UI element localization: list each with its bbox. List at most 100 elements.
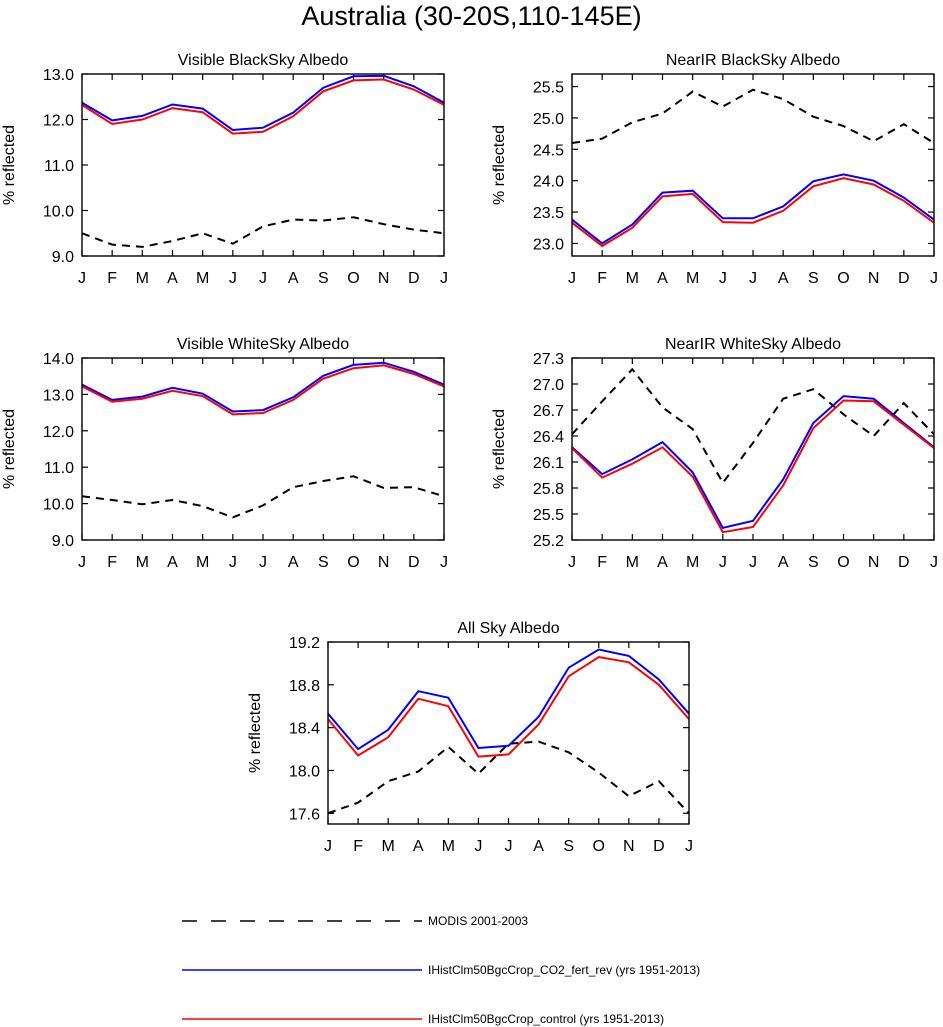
- x-tick-label: J: [324, 838, 332, 855]
- series-line-control: [82, 78, 444, 135]
- y-tick-label: 25.2: [533, 533, 564, 550]
- y-axis-label: % reflected: [1, 125, 18, 205]
- y-tick-label: 13.0: [43, 387, 74, 404]
- series-line-modis: [82, 475, 444, 519]
- x-tick-label: J: [78, 270, 86, 287]
- x-tick-label: J: [440, 270, 448, 287]
- x-tick-label: S: [318, 554, 329, 571]
- y-tick-label: 9.0: [52, 249, 74, 266]
- x-tick-label: M: [136, 270, 149, 287]
- y-tick-label: 26.7: [533, 403, 564, 420]
- x-tick-label: J: [229, 270, 237, 287]
- y-tick-label: 23.0: [533, 236, 564, 253]
- x-tick-label: J: [685, 838, 693, 855]
- y-axis-label: % reflected: [491, 409, 508, 489]
- y-tick-label: 12.0: [43, 424, 74, 441]
- y-tick-label: 27.3: [533, 351, 564, 368]
- chart-panel-2: NearIR BlackSky Albedo % reflected J F M A M J J…: [491, 52, 938, 287]
- legend-label: IHistClm50BgcCrop_CO2_fert_rev (yrs 1951…: [428, 963, 700, 977]
- series-line-co2-fert-rev: [82, 361, 444, 413]
- x-tick-label: D: [898, 554, 910, 571]
- legend: MODIS 2001-2003 IHistClm50BgcCrop_CO2_fer…: [182, 914, 700, 1026]
- legend-label: MODIS 2001-2003: [428, 914, 528, 928]
- series-line-control: [82, 364, 444, 416]
- x-tick-label: A: [288, 554, 299, 571]
- x-tick-label: M: [382, 838, 395, 855]
- page-title: Australia (30-20S,110-145E): [301, 1, 642, 31]
- x-tick-label: A: [288, 270, 299, 287]
- x-tick-label: F: [107, 270, 117, 287]
- legend-label: IHistClm50BgcCrop_control (yrs 1951-2013…: [428, 1012, 664, 1026]
- x-tick-label: J: [719, 270, 727, 287]
- x-tick-label: J: [229, 554, 237, 571]
- x-tick-label: F: [353, 838, 363, 855]
- panel-title: Visible WhiteSky Albedo: [177, 336, 349, 353]
- y-axis-label: % reflected: [491, 125, 508, 205]
- y-tick-label: 26.4: [533, 429, 564, 446]
- x-tick-label: A: [778, 270, 789, 287]
- x-tick-label: S: [808, 554, 819, 571]
- x-tick-label: M: [442, 838, 455, 855]
- panel-title: NearIR WhiteSky Albedo: [665, 336, 841, 353]
- x-tick-label: D: [653, 838, 665, 855]
- series-line-control: [572, 399, 934, 534]
- chart-panel-1: Visible BlackSky Albedo % reflected J F M A M J…: [1, 52, 448, 287]
- x-tick-label: D: [408, 554, 420, 571]
- x-tick-label: J: [719, 554, 727, 571]
- x-tick-label: A: [167, 554, 178, 571]
- series-line-modis: [572, 88, 934, 144]
- plot-frame: [81, 357, 445, 541]
- y-tick-label: 9.0: [52, 533, 74, 550]
- x-tick-label: N: [378, 554, 390, 571]
- y-tick-label: 24.5: [533, 142, 564, 159]
- y-tick-label: 14.0: [43, 351, 74, 368]
- y-tick-label: 18.0: [289, 763, 320, 780]
- x-tick-label: N: [378, 270, 390, 287]
- x-tick-label: J: [474, 838, 482, 855]
- x-tick-label: A: [167, 270, 178, 287]
- x-tick-label: J: [749, 270, 757, 287]
- panel-title: Visible BlackSky Albedo: [178, 52, 349, 69]
- y-tick-label: 10.0: [43, 204, 74, 221]
- x-tick-label: J: [568, 270, 576, 287]
- x-tick-label: F: [597, 270, 607, 287]
- x-tick-label: A: [533, 838, 544, 855]
- chart-panel-4: NearIR WhiteSky Albedo % reflected J F M A M J J…: [491, 336, 938, 571]
- y-axis-label: % reflected: [247, 693, 264, 773]
- x-tick-label: S: [318, 270, 329, 287]
- x-tick-label: O: [837, 270, 849, 287]
- x-tick-label: M: [626, 270, 639, 287]
- y-tick-label: 25.0: [533, 111, 564, 128]
- y-tick-label: 26.1: [533, 455, 564, 472]
- series-line-control: [572, 177, 934, 248]
- x-tick-label: A: [778, 554, 789, 571]
- x-tick-label: J: [78, 554, 86, 571]
- plot-frame: [571, 357, 935, 541]
- series-line-co2-fert-rev: [572, 395, 934, 530]
- x-tick-label: O: [593, 838, 605, 855]
- x-tick-label: M: [626, 554, 639, 571]
- y-tick-label: 17.6: [289, 806, 320, 823]
- chart-panel-3: Visible WhiteSky Albedo % reflected J F M A M J…: [1, 336, 448, 571]
- y-axis-label: % reflected: [1, 409, 18, 489]
- series-line-modis: [572, 367, 934, 485]
- x-tick-label: S: [808, 270, 819, 287]
- x-tick-label: M: [686, 554, 699, 571]
- x-tick-label: A: [657, 270, 668, 287]
- x-tick-label: M: [686, 270, 699, 287]
- x-tick-label: S: [563, 838, 574, 855]
- x-tick-label: A: [413, 838, 424, 855]
- x-tick-label: O: [347, 270, 359, 287]
- y-tick-label: 25.8: [533, 481, 564, 498]
- y-tick-label: 19.2: [289, 635, 320, 652]
- x-tick-label: J: [568, 554, 576, 571]
- panel-title: All Sky Albedo: [457, 620, 559, 637]
- y-tick-label: 18.8: [289, 678, 320, 695]
- x-tick-label: D: [408, 270, 420, 287]
- y-tick-label: 25.5: [533, 507, 564, 524]
- y-tick-label: 24.0: [533, 174, 564, 191]
- y-tick-label: 10.0: [43, 497, 74, 514]
- plot-frame: [81, 73, 445, 257]
